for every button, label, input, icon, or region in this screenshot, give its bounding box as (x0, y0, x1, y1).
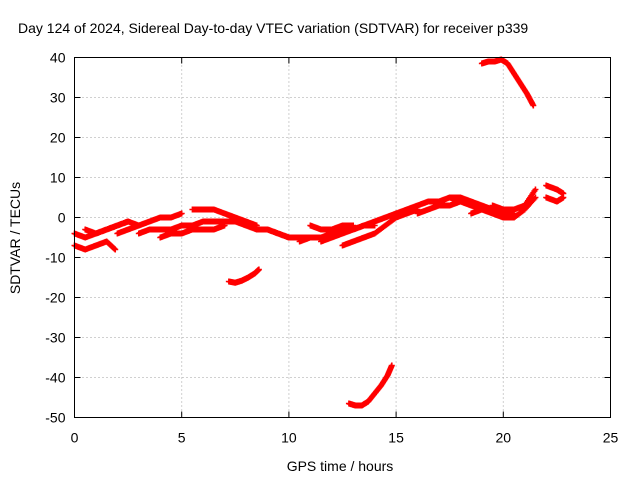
y-tick-label: -20 (45, 290, 65, 306)
y-tick-label: 0 (58, 210, 66, 226)
y-tick-label: -10 (45, 250, 65, 266)
series-track-c (82, 218, 132, 237)
data-points (71, 56, 567, 409)
series-track-g (189, 206, 260, 229)
series-track-d (114, 210, 185, 237)
data-point-markers (543, 194, 567, 205)
series-track-t (543, 194, 567, 205)
y-tick-label: 20 (50, 130, 66, 146)
data-point-markers (225, 266, 262, 286)
y-tick-label: -40 (45, 370, 65, 386)
data-point-markers (71, 238, 119, 253)
gridlines (74, 57, 611, 418)
x-tick-label: 25 (603, 430, 619, 446)
data-point-markers (82, 218, 132, 237)
data-point-markers (318, 210, 400, 245)
series-track-b (71, 238, 119, 253)
data-point-markers (345, 362, 395, 409)
series-track-s (543, 182, 567, 197)
data-point-markers (543, 182, 567, 197)
data-point-markers (478, 56, 537, 109)
data-point-markers (489, 186, 539, 213)
y-axis-label: SDTVAR / TECUs (7, 182, 23, 294)
axis-ticks: 0 5 10 15 20 25 -50 -40 -30 -20 -10 0 10 20 30 40 (45, 50, 618, 446)
x-tick-label: 10 (281, 430, 297, 446)
data-point-markers (114, 210, 185, 237)
x-tick-label: 20 (496, 430, 512, 446)
series-track-w (478, 56, 537, 109)
x-tick-label: 0 (71, 430, 79, 446)
series-track-r (489, 186, 539, 213)
data-point-markers (307, 222, 357, 233)
x-tick-label: 5 (178, 430, 186, 446)
data-point-markers (135, 218, 217, 237)
series-track-l (339, 206, 421, 249)
x-tick-label: 15 (388, 430, 404, 446)
chart-title: Day 124 of 2024, Sidereal Day-to-day VTE… (18, 20, 528, 36)
series-track-v (345, 362, 395, 409)
y-tick-label: -50 (45, 410, 65, 426)
y-tick-label: 40 (50, 50, 66, 66)
series-track-q (468, 194, 539, 221)
series-track-u (225, 266, 262, 286)
y-tick-label: 30 (50, 90, 66, 106)
data-point-markers (189, 206, 260, 229)
series-track-k (318, 210, 400, 245)
data-point-markers (446, 194, 518, 217)
series-track-p (446, 194, 518, 217)
series-track-m (307, 222, 357, 233)
y-tick-label: 10 (50, 170, 66, 186)
plot-frame (74, 57, 611, 418)
x-axis-label: GPS time / hours (287, 458, 394, 474)
data-point-markers (339, 206, 421, 249)
data-point-markers (157, 222, 228, 241)
series-track-e (135, 218, 217, 237)
y-tick-label: -30 (45, 330, 65, 346)
data-point-markers (468, 194, 539, 221)
series-track-f (157, 222, 228, 241)
